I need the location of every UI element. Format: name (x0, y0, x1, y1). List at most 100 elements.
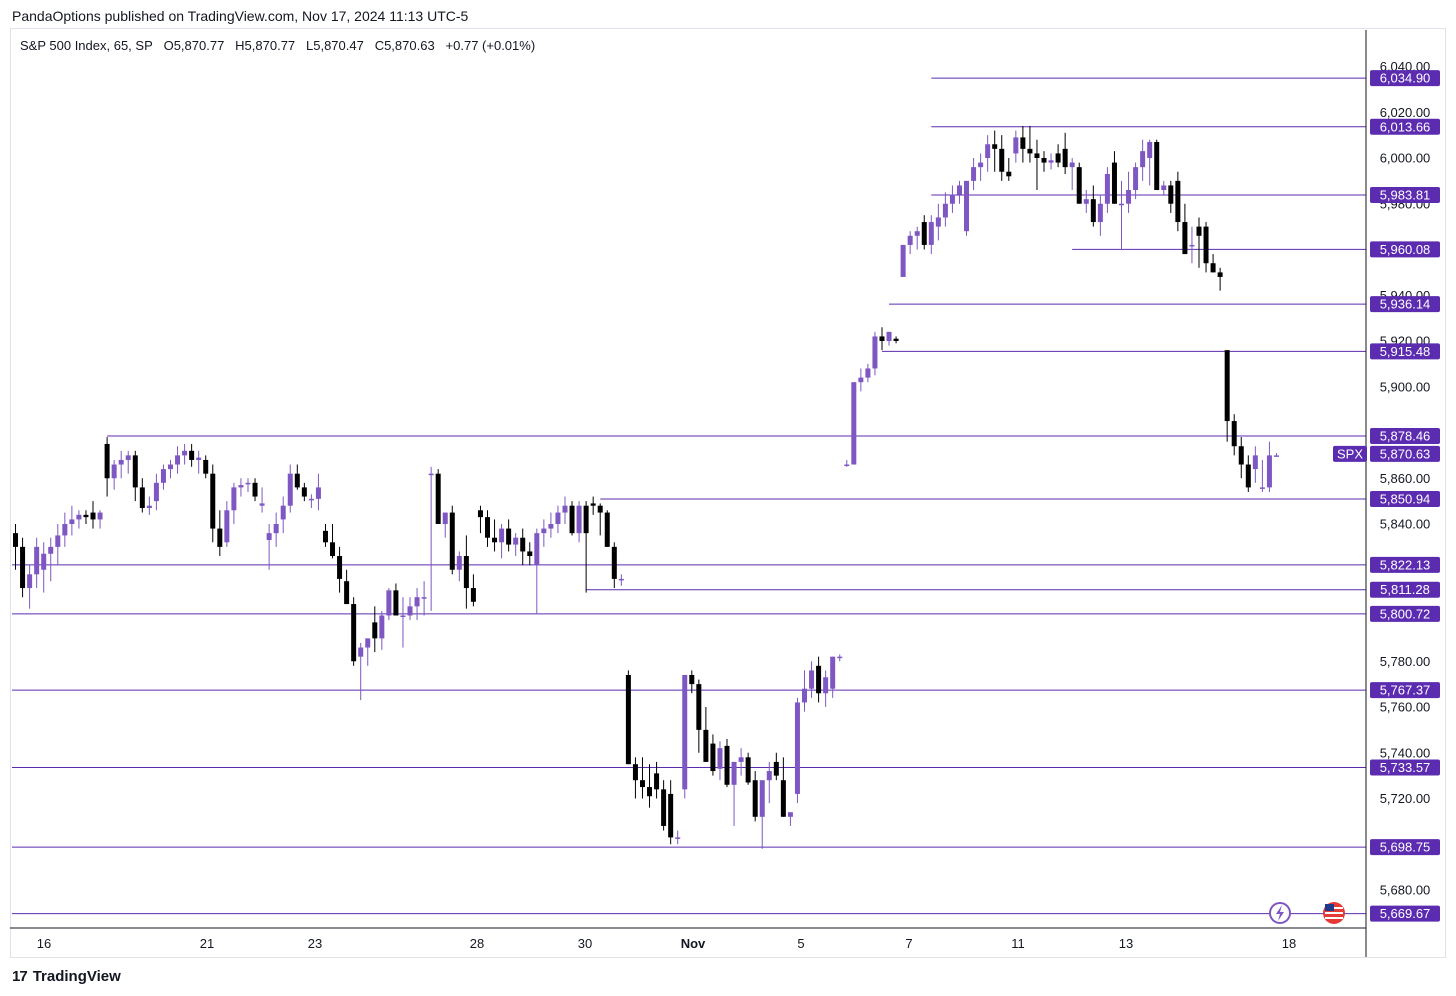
candle-body (921, 222, 927, 245)
level-label-bg (1370, 490, 1440, 507)
candle-body (1133, 167, 1139, 191)
candle (506, 519, 512, 552)
candle-body (132, 455, 138, 488)
tradingview-logo[interactable]: 17 TradingView (12, 968, 121, 985)
level-label-text: 5,960.08 (1380, 242, 1431, 257)
time-tick-label: 23 (308, 936, 322, 951)
candle (301, 482, 307, 502)
candle-body (175, 455, 181, 465)
candle-body (41, 553, 47, 570)
candle-body (506, 528, 512, 545)
candle (344, 569, 350, 605)
candle (393, 583, 399, 616)
candle-body (555, 512, 561, 524)
candle (1224, 350, 1230, 442)
candle-body (337, 556, 343, 579)
candle (809, 661, 815, 698)
candle (273, 512, 279, 547)
candle (485, 510, 490, 547)
candle (477, 505, 483, 534)
candle (830, 656, 836, 698)
level-label-text: 5,936.14 (1380, 297, 1431, 312)
candle-body (13, 533, 19, 547)
candle (562, 496, 568, 524)
candle (590, 496, 596, 515)
candle-body (1090, 199, 1096, 223)
candle (548, 512, 554, 538)
candle-body (844, 464, 850, 467)
legend-high: H5,870.77 (235, 38, 296, 53)
candle (1013, 130, 1019, 163)
candle (1034, 139, 1040, 191)
candle-body (386, 590, 392, 616)
candle (1154, 139, 1160, 191)
candle (1041, 151, 1047, 172)
candle (759, 780, 765, 849)
candle-body (1055, 153, 1061, 163)
candle (1189, 226, 1195, 264)
candle (1196, 217, 1202, 268)
candle-body (1034, 153, 1040, 158)
candle (886, 331, 892, 346)
level-price-label: 5,822.13 (1370, 556, 1440, 573)
candle (210, 464, 216, 543)
candle (1020, 125, 1026, 163)
candle-body (294, 473, 300, 488)
level-price-label: 5,850.94 (1370, 490, 1440, 507)
price-tick-label: 5,860.00 (1380, 471, 1431, 486)
candle-body (1252, 455, 1258, 470)
candle-body (668, 793, 674, 838)
candle-body (1104, 174, 1110, 204)
candle-body (1168, 185, 1174, 204)
level-label-text: 5,800.72 (1380, 606, 1431, 621)
candle (787, 812, 793, 826)
candle-body (886, 331, 892, 341)
candle-body (139, 487, 145, 508)
candle (668, 780, 674, 845)
candle (731, 761, 737, 826)
candle-body (492, 537, 498, 543)
candle-body (1231, 421, 1237, 447)
candle (956, 180, 962, 204)
level-label-text: 5,850.94 (1380, 491, 1431, 506)
candle-body (1147, 141, 1153, 158)
candle (851, 382, 857, 465)
candle (654, 761, 660, 799)
lightning-icon[interactable] (1269, 902, 1291, 924)
candle-body (252, 482, 258, 497)
level-price-label: 5,767.37 (1370, 682, 1440, 699)
candle-body (372, 622, 378, 639)
ohlc-legend: S&P 500 Index, 65, SP O5,870.77 H5,870.7… (20, 38, 535, 53)
candle (231, 482, 237, 524)
candle-body (1217, 272, 1223, 277)
candle (541, 519, 547, 547)
candle-body (914, 231, 920, 236)
candle-body (956, 185, 962, 195)
candle (675, 830, 681, 845)
candle (83, 510, 89, 524)
candle-body (625, 674, 631, 765)
candle (907, 231, 913, 255)
candle (1147, 139, 1153, 186)
time-tick-label: 28 (470, 936, 484, 951)
candle-body (971, 167, 977, 181)
candles (13, 125, 1279, 849)
candle (865, 363, 871, 383)
candle (766, 761, 772, 804)
candle (27, 565, 33, 609)
time-axis: 16 21 23 28 30 Nov 5 7 11 13 18 (37, 936, 1296, 951)
candle-body (1111, 162, 1117, 204)
level-price-label: 5,878.46 (1370, 428, 1440, 445)
us-flag-icon[interactable] (1323, 902, 1345, 924)
price-tick-label: 6,000.00 (1380, 151, 1431, 166)
level-label-text: 5,767.37 (1380, 683, 1431, 698)
candle-body (520, 537, 526, 552)
candle-body (224, 510, 230, 543)
candle (647, 764, 653, 808)
candle (13, 524, 19, 570)
candle (449, 505, 455, 575)
level-labels: 6,034.90 6,013.66 5,983.81 5,960.08 5,936.14… (1333, 70, 1440, 922)
candle-body (893, 338, 899, 341)
candle-body (647, 787, 653, 797)
